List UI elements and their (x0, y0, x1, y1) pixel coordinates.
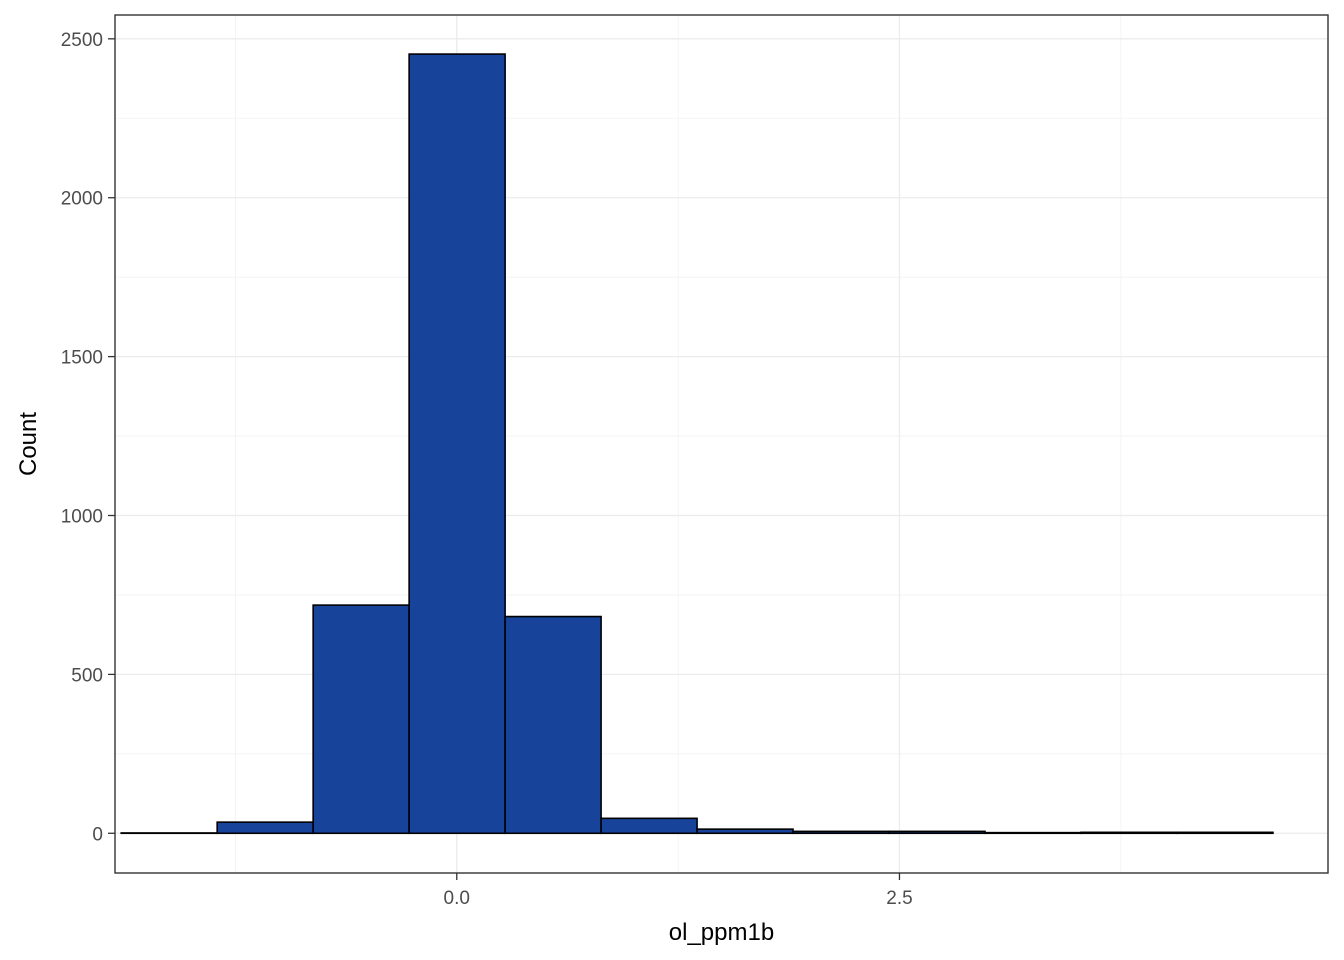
x-axis-title: ol_ppm1b (669, 919, 774, 946)
y-tick-label: 2500 (61, 30, 103, 51)
y-tick-label: 500 (71, 665, 103, 686)
y-tick-label: 1000 (61, 507, 103, 528)
histogram-bar (408, 53, 506, 835)
histogram-bars (120, 53, 1274, 835)
x-tick-label: 2.5 (886, 888, 912, 909)
histogram-bar (888, 830, 986, 835)
histogram-bar (1080, 831, 1178, 835)
histogram-bar (600, 817, 698, 835)
x-tick-label: 0.0 (444, 888, 470, 909)
x-axis: 0.0 2.5 (444, 873, 913, 909)
y-axis: 0 500 1000 1500 2000 2500 (61, 30, 115, 845)
y-tick-label: 1500 (61, 348, 103, 369)
y-tick-label: 0 (92, 824, 103, 845)
histogram-bar (696, 828, 794, 835)
y-tick-label: 2000 (61, 189, 103, 210)
y-axis-title: Count (15, 412, 42, 476)
histogram-bar (984, 831, 1082, 835)
histogram-bar (312, 604, 410, 835)
plot-panel (114, 14, 1329, 874)
histogram-bar (504, 615, 602, 835)
histogram-bar (792, 830, 890, 835)
histogram-bar (1176, 831, 1274, 835)
histogram-bar (216, 821, 314, 835)
panel-border (114, 14, 1329, 874)
panel-background (115, 15, 1328, 873)
